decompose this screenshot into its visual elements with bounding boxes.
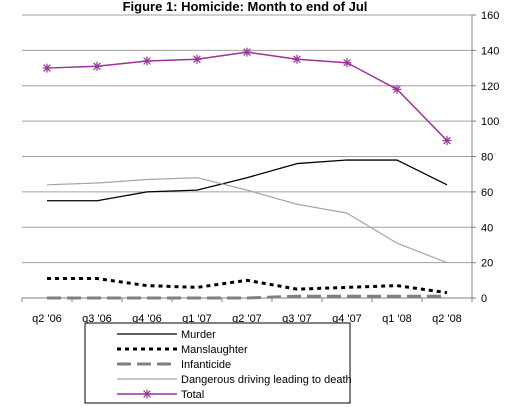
legend-label: Dangerous driving leading to death: [181, 374, 352, 386]
y-tick-label: 40: [481, 222, 493, 234]
data-point-marker: [392, 84, 402, 94]
x-tick-label: q4 '07: [332, 313, 362, 325]
y-tick-label: 20: [481, 258, 493, 270]
series-infanticide: [47, 294, 447, 300]
series-dangerous-driving-leading-to-death: [46, 177, 448, 264]
series-manslaughter: [47, 277, 448, 295]
series-line: [47, 277, 448, 295]
gridlines: [22, 14, 472, 264]
series-lines: [42, 47, 452, 300]
series-murder: [47, 159, 448, 202]
x-tick-label: q3 '07: [282, 313, 312, 325]
data-point-marker: [292, 54, 302, 64]
legend-label: Manslaughter: [181, 344, 248, 356]
chart-title: Figure 1: Homicide: Month to end of Jul: [123, 0, 368, 14]
series-line: [47, 294, 447, 300]
data-point-marker: [92, 61, 102, 71]
series-line: [46, 177, 448, 264]
data-point-marker: [42, 63, 52, 73]
x-tick-label: q1 '07: [182, 313, 212, 325]
x-tick-label: q3 '06: [82, 313, 112, 325]
series-line: [46, 51, 448, 142]
legend: Murder Manslaughter Infanticide Dangerous d…: [84, 322, 352, 404]
y-tick-label: 0: [481, 293, 487, 305]
y-tick-label: 160: [481, 10, 499, 22]
x-tick-label: q4 '06: [132, 313, 162, 325]
data-point-marker: [342, 58, 352, 68]
series-line: [47, 159, 448, 202]
data-point-marker: [142, 56, 152, 66]
x-tick-label: q2 '07: [232, 313, 262, 325]
legend-label: Infanticide: [181, 359, 231, 371]
x-tick-label: q2 '06: [32, 313, 62, 325]
x-tick-label: q2 '08: [432, 313, 462, 325]
x-tick-label: q1 '08: [382, 313, 412, 325]
y-tick-label: 80: [481, 152, 493, 164]
series-total: [42, 47, 452, 146]
legend-marker: [142, 389, 152, 399]
data-point-marker: [442, 136, 452, 146]
data-point-marker: [192, 54, 202, 64]
axes: 0 20 40 60 80 100 120 140 160 q2 '06 q3 '06 q4 '06 q…: [21, 10, 499, 325]
data-point-marker: [242, 47, 252, 57]
y-tick-label: 120: [481, 81, 499, 93]
y-tick-label: 100: [481, 116, 499, 128]
legend-label: Total: [181, 389, 204, 401]
y-tick-label: 140: [481, 45, 499, 57]
y-tick-label: 60: [481, 187, 493, 199]
legend-label: Murder: [181, 329, 216, 341]
